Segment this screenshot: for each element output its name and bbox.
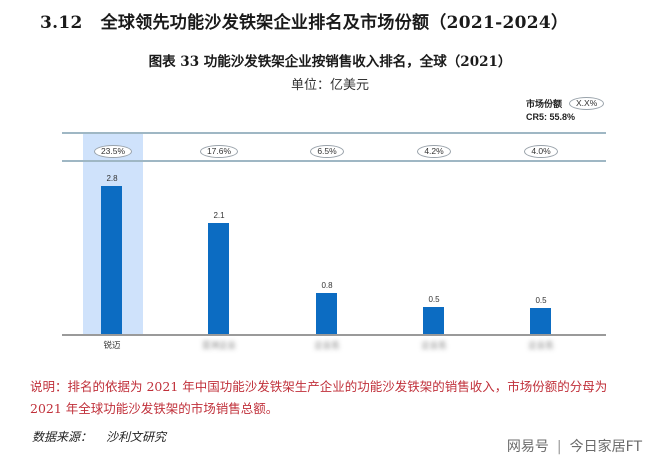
category-label-1: 锐迈	[103, 340, 121, 350]
watermark-account: 今日家居FT	[569, 439, 642, 455]
legend-label: 市场份额	[526, 98, 563, 109]
share-pill-3: 6.5%	[277, 139, 377, 158]
bar-4	[423, 307, 444, 334]
legend-row-share: 市场份额 X.X%	[526, 96, 605, 110]
watermark: 网易号 | 今日家居FT	[507, 436, 642, 456]
bar-1	[101, 186, 122, 334]
bar-value-2: 2.1	[213, 211, 225, 220]
share-pill-4: 4.2%	[384, 139, 484, 158]
bar-value-4: 0.5	[428, 295, 440, 304]
legend-crs: CR5: 55.8%	[526, 112, 576, 122]
bar-5	[530, 308, 551, 334]
share-pill-5: 4.0%	[491, 139, 591, 158]
data-source: 数据来源： 沙利文研究	[32, 428, 166, 445]
bar-value-3: 0.8	[321, 281, 333, 290]
share-band-bottom-line	[62, 160, 606, 162]
bar-3	[316, 293, 337, 334]
bar-2	[208, 223, 229, 334]
source-label: 数据来源：	[32, 430, 93, 444]
share-pill-2: 17.6%	[169, 139, 269, 158]
legend: 市场份额 X.X% CR5: 55.8%	[526, 96, 605, 124]
section-heading: 全球领先功能沙发铁架企业排名及市场份额（2021-2024）	[100, 13, 569, 33]
watermark-platform: 网易号	[506, 439, 549, 455]
share-pill-1: 23.5%	[63, 139, 163, 158]
bar-value-5: 0.5	[535, 296, 547, 305]
x-axis-baseline	[62, 334, 606, 336]
category-label-4-blurred: 企业名	[421, 340, 447, 350]
bar-value-1: 2.8	[106, 174, 118, 183]
share-band-top-line	[62, 132, 606, 134]
source-value: 沙利文研究	[106, 430, 167, 444]
watermark-separator: |	[556, 439, 562, 455]
category-label-3-blurred: 企业名	[314, 340, 340, 350]
chart-note: 说明：排名的依据为 2021 年中国功能沙发铁架生产企业的功能沙发铁架的销售收入…	[30, 379, 608, 416]
chart-unit: 单位：亿美元	[290, 78, 369, 93]
section-number: 3.12	[40, 13, 83, 33]
category-label-5-blurred: 企业名	[528, 340, 554, 350]
chart-title: 图表 33 功能沙发铁架企业按销售收入排名，全球（2021）	[148, 54, 512, 70]
legend-pill: X.X%	[569, 96, 605, 110]
legend-row-crs: CR5: 55.8%	[526, 110, 604, 124]
category-label-2-blurred: 亚洲企业	[201, 340, 236, 350]
section-title: 3.12 全球领先功能沙发铁架企业排名及市场份额（2021-2024）	[40, 8, 568, 33]
